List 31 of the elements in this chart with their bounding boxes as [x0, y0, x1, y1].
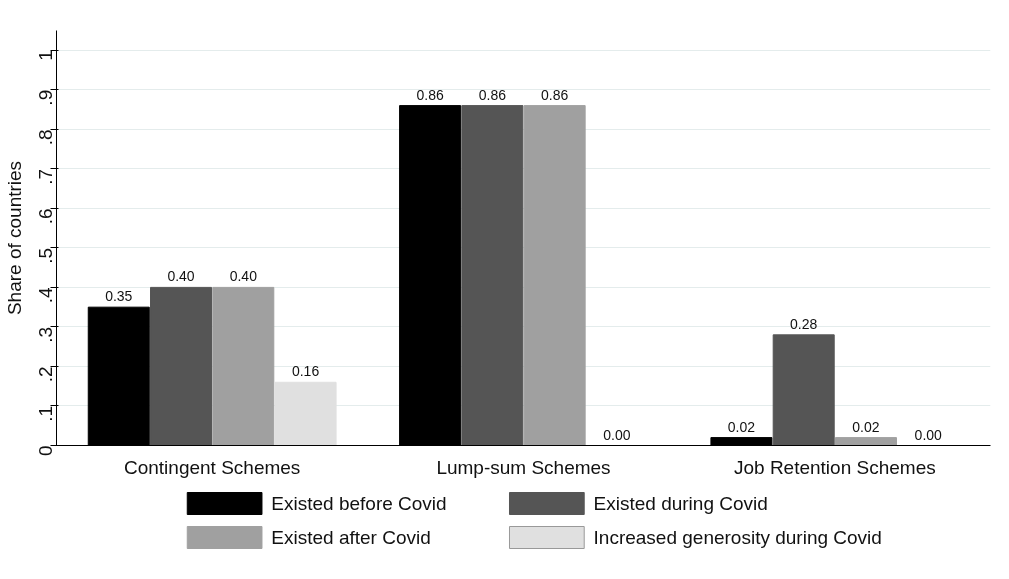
data-label: 0.00: [603, 426, 631, 443]
y-tick-label: .1: [35, 405, 56, 422]
y-tick-label: .5: [35, 247, 56, 264]
legend-label: Increased generosity during Covid: [593, 527, 882, 548]
y-tick-label: 0: [35, 445, 56, 457]
data-label: 0.16: [291, 363, 320, 380]
data-label: 0.86: [478, 86, 507, 103]
y-tick-label: .6: [35, 208, 56, 225]
legend-label: Existed after Covid: [271, 527, 431, 548]
legend-label: Existed before Covid: [271, 493, 447, 514]
data-label: 0.40: [167, 268, 195, 285]
x-tick-label: Job Retention Schemes: [733, 456, 936, 478]
y-tick-label: .4: [35, 286, 56, 304]
y-tick-label: .7: [35, 168, 56, 185]
data-label: 0.86: [416, 86, 444, 103]
legend-label: Existed during Covid: [593, 493, 768, 514]
data-label: 0.35: [105, 288, 133, 305]
y-tick-label: .8: [35, 129, 56, 146]
data-label: 0.86: [541, 86, 569, 103]
x-tick-label: Contingent Schemes: [123, 456, 301, 478]
data-label: 0.28: [790, 315, 818, 332]
x-tick-label: Lump-sum Schemes: [436, 456, 611, 478]
data-label: 0.02: [727, 418, 756, 435]
data-label: 0.40: [229, 268, 258, 285]
data-label: 0.00: [914, 426, 943, 443]
y-tick-label: .3: [35, 326, 56, 343]
y-tick-label: 1: [35, 50, 56, 61]
y-tick-label: .9: [35, 89, 56, 106]
y-axis-title: Share of countries: [3, 160, 25, 316]
y-tick-label: .2: [35, 366, 56, 383]
data-label: 0.02: [852, 418, 880, 435]
